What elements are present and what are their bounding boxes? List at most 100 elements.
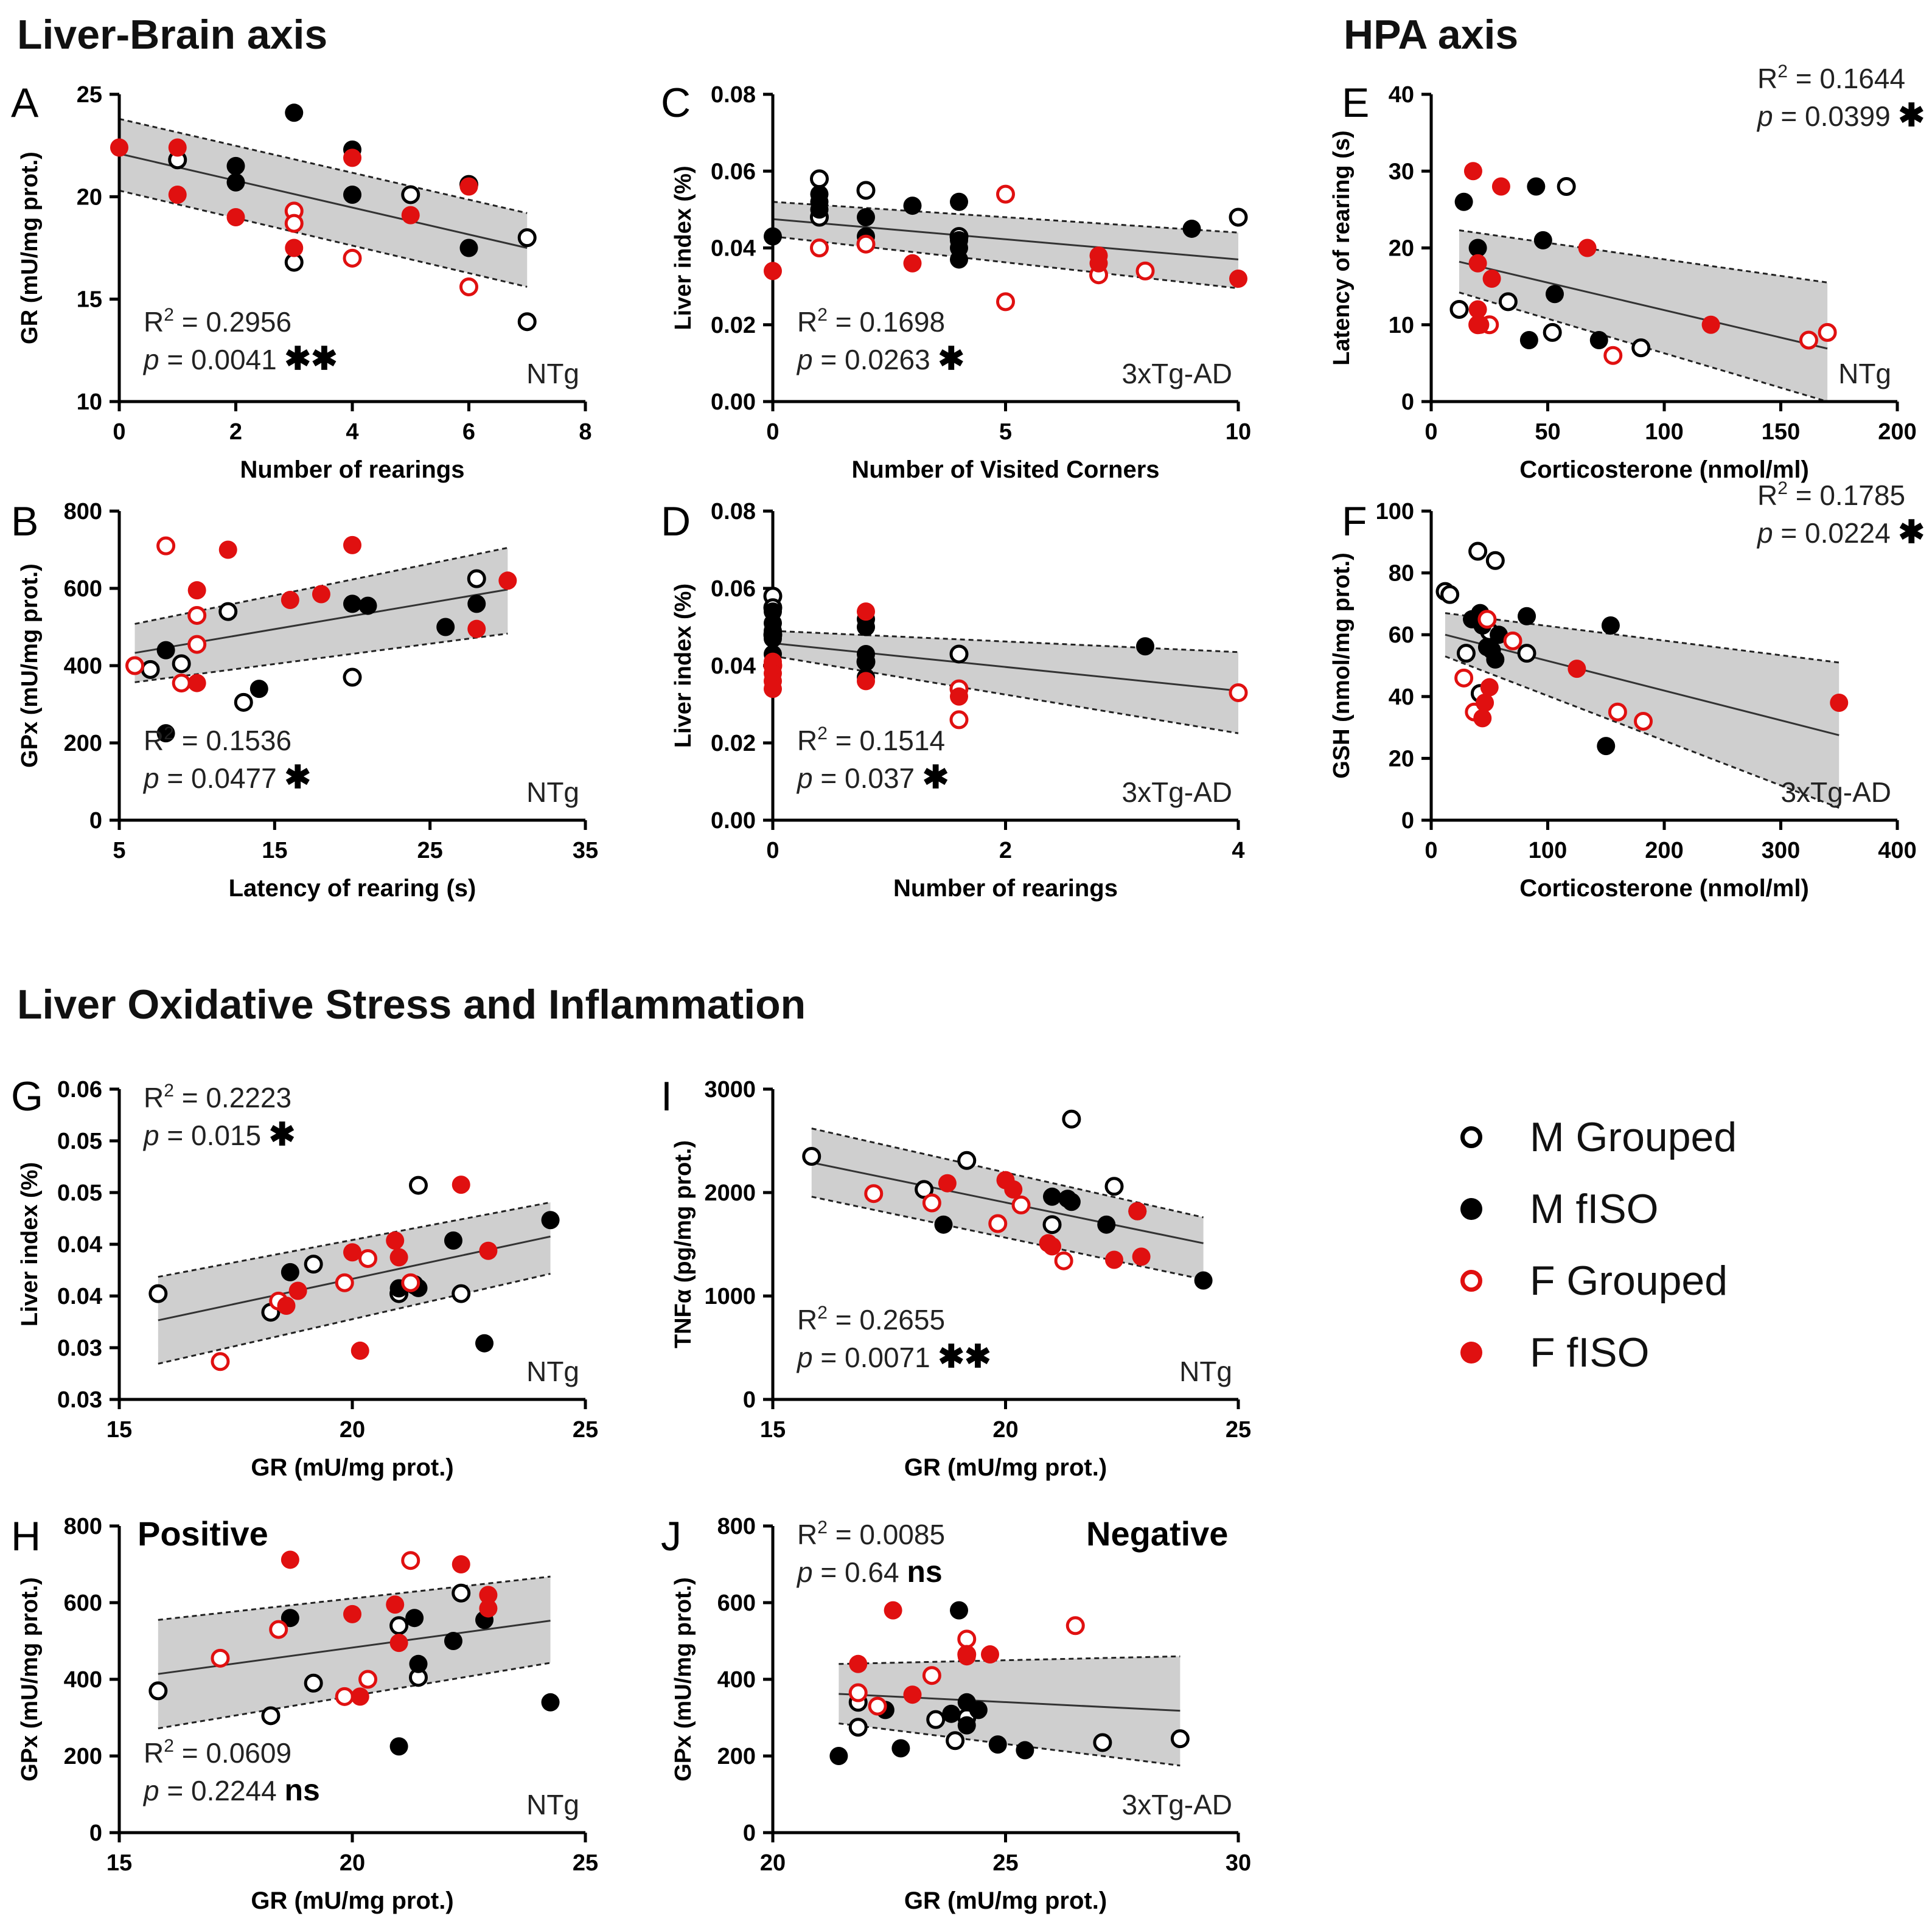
data-point-FF	[187, 674, 206, 692]
x-tick-label: 20	[992, 1417, 1018, 1443]
y-tick-label: 30	[1389, 159, 1414, 184]
data-point-MF	[857, 208, 875, 226]
data-point-MG	[261, 1706, 281, 1726]
data-point-MF	[156, 641, 175, 660]
band-lower-line	[119, 189, 528, 288]
data-point-FF	[1468, 300, 1487, 319]
data-point-FF	[1105, 1250, 1123, 1269]
p-value-label: p = 0.0041 ✱✱	[142, 341, 338, 377]
data-point-FF	[1468, 254, 1487, 273]
data-point-FF	[218, 540, 237, 559]
p-value-label: p = 0.0263 ✱	[796, 341, 964, 377]
x-tick-label: 0	[1425, 838, 1437, 863]
data-point-FF	[938, 1174, 957, 1193]
data-point-FG	[284, 214, 304, 233]
data-point-MF	[957, 1716, 976, 1735]
legend-marker-open-black	[1460, 1126, 1482, 1148]
data-point-MG	[848, 1718, 868, 1737]
x-tick-label: 8	[579, 419, 591, 445]
x-axis-label: Number of rearings	[893, 875, 1118, 902]
data-point-FG	[335, 1687, 354, 1706]
data-point-MG	[1517, 644, 1536, 663]
data-point-FG	[922, 1666, 941, 1685]
data-point-MG	[1062, 1109, 1081, 1129]
band-upper-line	[839, 1655, 1180, 1665]
data-point-FG	[358, 1249, 378, 1268]
data-point-MF	[226, 156, 245, 175]
data-point-FF	[350, 1687, 369, 1706]
data-point-MF	[467, 594, 486, 613]
data-point-MG	[343, 667, 362, 687]
data-point-MF	[1136, 637, 1154, 656]
data-point-FG	[864, 1184, 884, 1204]
regression-line	[1445, 633, 1840, 736]
data-point-MG	[517, 228, 537, 248]
data-point-MF	[436, 618, 455, 636]
x-tick-label: 5	[113, 838, 125, 863]
y-tick-label: 0.04	[57, 1232, 102, 1258]
data-point-FF	[288, 1281, 307, 1300]
data-point-MG	[1229, 207, 1248, 227]
data-point-MG	[1170, 1729, 1190, 1749]
data-point-MF	[1062, 1193, 1081, 1211]
y-tick-label: 400	[64, 1667, 102, 1693]
data-point-FF	[467, 619, 486, 638]
correlation-label: Negative	[1086, 1514, 1228, 1553]
data-point-MF	[281, 1609, 299, 1628]
panel-letter: C	[661, 80, 691, 126]
data-point-MG	[1042, 1215, 1062, 1235]
data-point-MG	[148, 1681, 168, 1701]
data-point-MF	[1601, 616, 1620, 635]
data-point-MG	[1449, 300, 1469, 319]
data-point-FF	[1089, 254, 1108, 273]
data-point-MF	[1490, 625, 1508, 644]
panel-letter: F	[1342, 498, 1367, 545]
data-point-FG	[1503, 631, 1522, 650]
legend-marker-filled-red	[1460, 1342, 1482, 1364]
x-tick-label: 0	[113, 419, 125, 445]
y-tick-label: 800	[717, 1514, 756, 1539]
x-tick-label: 20	[340, 1417, 365, 1443]
confidence-band	[119, 119, 528, 287]
data-point-MF	[829, 1747, 848, 1765]
p-value-label: p = 0.0224 ✱	[1756, 515, 1925, 550]
data-point-FF	[903, 1685, 922, 1704]
data-point-FG	[187, 605, 207, 625]
data-point-FG	[810, 239, 829, 257]
data-point-FG	[358, 1670, 378, 1689]
legend-marker-open-red	[1460, 1270, 1482, 1292]
legend-label: F Grouped	[1530, 1258, 1728, 1304]
band-lower-line	[772, 655, 1239, 734]
x-tick-label: 400	[1878, 838, 1916, 863]
r-squared-label: R2 = 0.1644	[1757, 61, 1905, 94]
panel-E: 0 50 100 150 200 0 10 20 30 40 Corticosterone (nmo…	[1329, 61, 1925, 483]
legend-label: M fISO	[1530, 1186, 1659, 1232]
section-title-liver-brain: Liver-Brain axis	[17, 12, 328, 58]
r-squared-label: R2 = 0.1698	[797, 305, 945, 338]
data-point-FF	[277, 1296, 296, 1315]
data-point-FF	[1491, 177, 1510, 196]
data-point-MF	[444, 1231, 462, 1250]
data-point-FG	[459, 277, 478, 296]
y-tick-label: 0.03	[57, 1387, 102, 1413]
r-squared-label: R2 = 0.0085	[797, 1517, 945, 1550]
y-tick-label: 0.02	[711, 731, 756, 756]
x-tick-label: 4	[346, 419, 358, 445]
group-label: NTg	[1179, 1356, 1232, 1387]
p-value-label: p = 0.64 ns	[796, 1555, 943, 1589]
y-tick-label: 20	[77, 184, 102, 210]
data-point-FF	[1473, 709, 1492, 728]
data-point-MF	[1194, 1271, 1213, 1290]
section-title-hpa: HPA axis	[1344, 12, 1519, 58]
data-point-MF	[1016, 1741, 1034, 1760]
data-point-MF	[1043, 1187, 1061, 1206]
y-tick-label: 1000	[704, 1284, 756, 1309]
data-point-MF	[285, 103, 304, 122]
data-point-MF	[1545, 285, 1564, 304]
data-point-MF	[405, 1609, 424, 1628]
y-tick-label: 20	[1389, 236, 1414, 262]
legend-label: M Grouped	[1530, 1114, 1737, 1160]
data-point-MF	[1097, 1215, 1116, 1234]
x-axis-label: Latency of rearing (s)	[229, 875, 476, 902]
r-squared-label: R2 = 0.1514	[797, 723, 945, 756]
